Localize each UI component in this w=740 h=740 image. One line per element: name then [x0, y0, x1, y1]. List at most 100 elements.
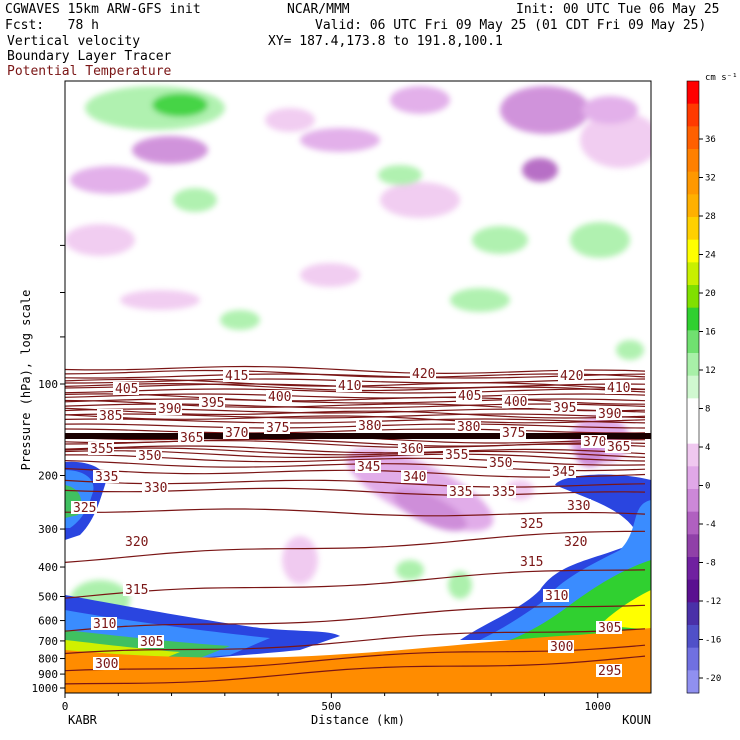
theta-contour-line — [65, 398, 646, 404]
theta-label: 420 — [410, 367, 436, 382]
colorbar-swatch — [687, 194, 699, 218]
theta-label: 390 — [596, 407, 622, 422]
theta-contour-line — [65, 508, 646, 517]
theta-label-bg — [518, 517, 544, 530]
colorbar-label: -8 — [705, 559, 716, 569]
theta-label: 380 — [455, 420, 481, 435]
theta-label: 365 — [605, 440, 631, 455]
colorbar-swatch — [687, 670, 699, 694]
theta-label-text: 380 — [358, 419, 381, 434]
theta-label-bg — [410, 367, 436, 380]
colorbar-label: 20 — [705, 289, 716, 299]
theta-label-text: 390 — [158, 402, 181, 417]
theta-label-text: 420 — [412, 367, 435, 382]
theta-label: 420 — [558, 369, 584, 384]
theta-label-bg — [123, 535, 149, 548]
theta-label: 375 — [264, 421, 290, 436]
theta-label-bg — [91, 617, 117, 630]
colorbar-swatch — [687, 489, 699, 513]
colorbar-swatch — [687, 262, 699, 286]
theta-label-bg — [199, 396, 225, 409]
colorbar-swatch — [687, 511, 699, 535]
theta-label-text: 355 — [90, 442, 113, 457]
theta-label-bg — [223, 369, 249, 382]
colorbar-swatch — [687, 602, 699, 626]
theta-label: 330 — [565, 499, 591, 514]
colorbar-frame — [686, 80, 700, 694]
theta-label-text: 335 — [492, 485, 515, 500]
colorbar-swatch — [687, 126, 699, 150]
theta-label: 335 — [447, 485, 473, 500]
x-tick-label: 0 — [62, 700, 69, 713]
colorbar-swatch — [687, 103, 699, 127]
theta-label: 320 — [562, 535, 588, 550]
colorbar-swatch — [687, 557, 699, 581]
org-label: NCAR/MMM — [287, 2, 350, 17]
theta-label-text: 400 — [504, 395, 527, 410]
theta-label-text: 345 — [552, 465, 575, 480]
colorbar-label: 12 — [705, 366, 716, 376]
colorbar-swatch — [687, 239, 699, 263]
theta-label-bg — [548, 640, 574, 653]
theta-contour-line — [65, 388, 646, 394]
x-axis-label: Distance (km) — [311, 713, 405, 727]
theta-label: 295 — [596, 664, 622, 679]
theta-label: 385 — [97, 409, 123, 424]
theta-label: 390 — [156, 402, 182, 417]
theta-label-text: 410 — [607, 381, 630, 396]
colorbar-swatch — [687, 81, 699, 105]
theta-label: 305 — [596, 621, 622, 636]
theta-label-text: 365 — [607, 440, 630, 455]
y-tick-label: 900 — [38, 668, 58, 681]
y-tick-label: 800 — [38, 653, 58, 666]
theta-contour-line — [65, 423, 646, 429]
theta-label: 350 — [487, 456, 513, 471]
theta-label-bg — [443, 448, 469, 461]
theta-label-text: 325 — [520, 517, 543, 532]
y-tick-label: 700 — [38, 635, 58, 648]
colorbar-label: 0 — [705, 482, 710, 492]
theta-contour-line — [65, 393, 646, 405]
y-tick-label: 200 — [38, 470, 58, 483]
theta-contour-line — [65, 439, 646, 448]
init-time: Init: 00 UTC Tue 06 May 25 — [516, 2, 720, 17]
theta-label-bg — [500, 426, 526, 439]
colorbar-label: -16 — [705, 636, 721, 646]
theta-label: 380 — [356, 419, 382, 434]
colorbar-swatch — [687, 217, 699, 241]
theta-label-text: 315 — [125, 583, 148, 598]
theta-label: 365 — [178, 431, 204, 446]
theta-label-text: 345 — [357, 460, 380, 475]
theta-label-text: 305 — [598, 621, 621, 636]
field-potential-temperature: Potential Temperature — [7, 64, 172, 79]
theta-label-bg — [264, 421, 290, 434]
x-tick-label: 1000 — [584, 700, 611, 713]
forecast-hour: Fcst: 78 h — [5, 18, 99, 33]
colorbar-label: 28 — [705, 212, 716, 222]
theta-label-text: 330 — [567, 499, 590, 514]
colorbar-label: 32 — [705, 174, 716, 184]
theta-contour-line — [65, 369, 646, 378]
theta-contour-line — [65, 445, 646, 455]
field-vertical-velocity: Vertical velocity — [7, 34, 141, 49]
theta-label-text: 340 — [403, 470, 426, 485]
theta-label-text: 370 — [225, 426, 248, 441]
theta-label-bg — [596, 407, 622, 420]
colorbar-swatch — [687, 285, 699, 309]
theta-label-bg — [356, 419, 382, 432]
theta-label-text: 350 — [138, 449, 161, 464]
y-tick-label: 600 — [38, 615, 58, 628]
colorbar-unit: cm s⁻¹ — [705, 73, 738, 83]
theta-label: 340 — [401, 470, 427, 485]
theta-label-text: 325 — [73, 501, 96, 516]
theta-label-text: 355 — [445, 448, 468, 463]
theta-label: 375 — [500, 426, 526, 441]
theta-label-bg — [581, 435, 607, 448]
theta-label-text: 330 — [144, 481, 167, 496]
theta-label-text: 400 — [268, 390, 291, 405]
theta-label-bg — [543, 589, 569, 602]
theta-label: 360 — [398, 442, 424, 457]
tropopause-band — [65, 433, 651, 439]
theta-label-bg — [223, 426, 249, 439]
theta-label-text: 385 — [99, 409, 122, 424]
